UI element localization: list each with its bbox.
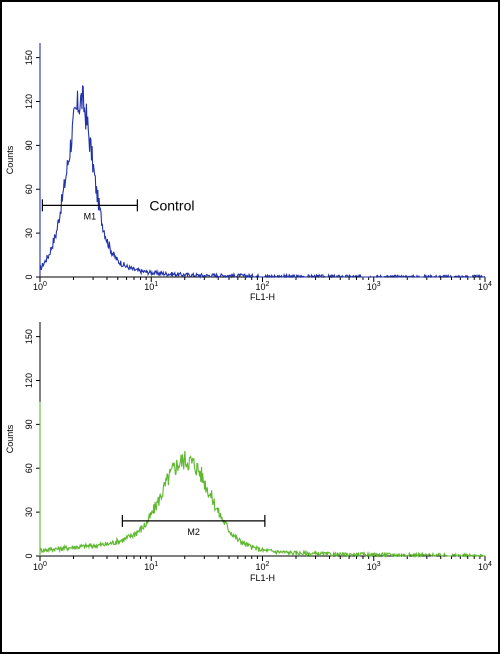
y-tick-label: 90 xyxy=(24,419,34,429)
x-tick-label: 102 xyxy=(256,281,270,292)
y-tick-label: 150 xyxy=(24,50,34,65)
histogram-panel-2: 0 30 60 90 120 150 100 101 102 103 104 FL1-H Counts M… xyxy=(5,322,492,583)
y-tick-label: 60 xyxy=(24,184,34,194)
y-tick-label: 90 xyxy=(24,140,34,150)
y-tick-label: 150 xyxy=(24,329,34,344)
y-tick-label: 0 xyxy=(24,274,34,279)
x-tick-label: 103 xyxy=(367,281,381,292)
x-tick-label: 104 xyxy=(478,561,492,572)
y-axis-title: Counts xyxy=(5,424,15,453)
histogram-trace xyxy=(39,43,486,279)
x-tick-label: 102 xyxy=(256,561,270,572)
y-axis-title: Counts xyxy=(5,145,15,174)
annotation-control: Control xyxy=(149,197,194,213)
marker-label: M2 xyxy=(187,527,200,537)
x-tick-label: 101 xyxy=(144,561,158,572)
x-tick-label: 103 xyxy=(367,561,381,572)
x-axis-title: FL1-H xyxy=(250,573,275,583)
y-tick-label: 0 xyxy=(24,553,34,558)
x-tick-label: 104 xyxy=(478,281,492,292)
x-tick-label: 101 xyxy=(144,281,158,292)
x-tick-label: 100 xyxy=(33,561,47,572)
x-axis-title: FL1-H xyxy=(250,292,275,302)
y-tick-label: 120 xyxy=(24,373,34,388)
y-tick-label: 120 xyxy=(24,94,34,109)
y-tick-label: 30 xyxy=(24,228,34,238)
y-tick-label: 30 xyxy=(24,507,34,517)
marker-label: M1 xyxy=(84,211,97,221)
histogram-panel-1: 0 30 60 90 120 150 100 101 102 103 104 FL1-H Counts M… xyxy=(5,43,492,302)
histogram-trace xyxy=(39,401,486,559)
y-tick-label: 60 xyxy=(24,463,34,473)
x-tick-label: 100 xyxy=(33,281,47,292)
